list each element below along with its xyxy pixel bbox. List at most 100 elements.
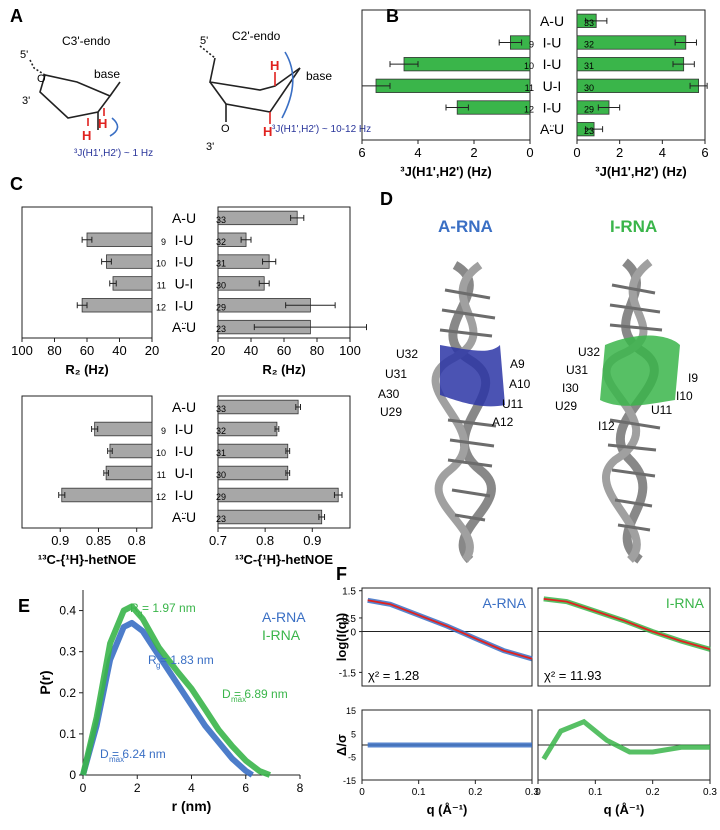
x-tick-label: 60 — [277, 343, 291, 358]
a-rna-label-a12: A12 — [492, 415, 514, 429]
panel-letter-f: F — [336, 564, 347, 584]
x-tick-label: 6 — [242, 781, 249, 795]
i-rna-label-i12: I12 — [598, 419, 615, 433]
x-axis-label: ³J(H1',H2') (Hz) — [400, 164, 491, 179]
y-tick-label: 15 — [346, 706, 356, 716]
base-pair-label: I-U — [543, 56, 562, 72]
x-tick-label: 0.85 — [86, 533, 111, 548]
a-rna-label-u32: U32 — [396, 347, 418, 361]
y-tick-label: -15 — [343, 776, 356, 786]
pucker-diagram-c3-endo — [29, 59, 121, 137]
x-tick-label: 40 — [244, 343, 258, 358]
residue-number: 32 — [216, 426, 226, 436]
residue-number: 33 — [216, 404, 226, 414]
residue-number: 10 — [156, 259, 166, 269]
x-tick-label: 20 — [211, 343, 225, 358]
base-pair-label: I-U — [175, 487, 194, 503]
pair-dots: .. — [181, 316, 187, 327]
dmax-a-rna: D = 6.24 nm — [100, 747, 166, 761]
bar-nl-3 — [61, 487, 153, 503]
dmax-i-rna-subscript: max — [231, 695, 246, 704]
panel-letter-d: D — [380, 189, 393, 209]
bar-nl-2 — [105, 465, 153, 481]
residue-number: 23 — [216, 514, 226, 524]
i-rna-label-i10: I10 — [676, 389, 693, 403]
x-tick-label: 2 — [470, 145, 477, 160]
x-tick-label: 0 — [359, 787, 365, 798]
c3-endo-label: C3'-endo — [62, 34, 111, 48]
panel-letter-b: B — [386, 6, 399, 26]
x-tick-label: 80 — [310, 343, 324, 358]
three-prime-label-2: 3' — [206, 141, 214, 153]
saxs-plot-frame — [537, 587, 711, 687]
x-tick-label: 60 — [80, 343, 94, 358]
i-rna-title: I-RNA — [610, 217, 657, 236]
x-tick-label: 2 — [616, 145, 623, 160]
bar-bl-2 — [375, 78, 531, 93]
chi-square-0: χ² = 1.28 — [368, 668, 419, 683]
x-tick-label: 6 — [701, 145, 708, 160]
a-rna-label-a10: A10 — [509, 377, 531, 391]
x-tick-label: 0.7 — [209, 533, 227, 548]
x-tick-label: 0.3 — [703, 787, 717, 798]
residue-number: 31 — [216, 448, 226, 458]
base-pair-label: I-U — [175, 232, 194, 248]
residue-number: 31 — [216, 259, 226, 269]
panel-c-charts: 100 80 60 40 20 R₂ (Hz) 20 40 60 80 100 R₂ (Hz) A-U 3… — [11, 206, 367, 567]
h-label-c3-1: H — [82, 128, 91, 143]
panel-f-charts: A-RNA χ² = 1.28 1.5 0.5 0 -1.5 log(I(q)) I-RNA χ… — [334, 587, 717, 817]
saxs-fit-0 — [367, 599, 533, 660]
a-rna-label-a30: A30 — [378, 387, 400, 401]
i-rna-label-u32: U32 — [578, 345, 600, 359]
x-axis-label-q: q (Å⁻¹) — [427, 802, 468, 817]
residue-number: 33 — [584, 18, 594, 28]
base-pair-label: I-U — [175, 421, 194, 437]
y-tick-label: 1.5 — [342, 587, 356, 598]
plot-frame — [361, 9, 531, 141]
bar-bl-1 — [403, 57, 531, 72]
panel-letter-a: A — [10, 6, 23, 26]
bar-rr-0 — [217, 210, 298, 226]
pair-dots: .. — [549, 118, 555, 129]
residue-number: 12 — [524, 105, 534, 115]
bar-nl-1 — [109, 443, 153, 459]
base-pair-label: A-U — [172, 210, 196, 226]
base-pair-label: I-U — [543, 100, 562, 116]
pucker-diagram-c2-endo — [199, 45, 301, 124]
x-tick-label: 8 — [297, 781, 304, 795]
residue-number: 29 — [216, 302, 226, 312]
y-axis-label-residual: Δ/σ — [334, 734, 349, 756]
base-pair-label: I-U — [543, 35, 562, 51]
y-tick-label: 0.5 — [342, 614, 356, 625]
x-tick-label: 4 — [188, 781, 195, 795]
i-rna-label-u11: U11 — [651, 403, 672, 417]
i-rna-label-i30: I30 — [562, 381, 579, 395]
plot-frame — [21, 206, 153, 339]
five-prime-label-2: 5' — [200, 35, 208, 47]
residue-number: 11 — [157, 470, 166, 480]
pair-dots: .. — [181, 506, 187, 517]
dmax-a-rna-subscript: max — [109, 755, 124, 764]
bar-rl-0 — [86, 232, 153, 247]
saxs-title-1: I-RNA — [666, 595, 705, 611]
bar-nr-5 — [217, 509, 323, 525]
base-label-c2: base — [306, 69, 332, 83]
residue-number: 29 — [584, 105, 594, 115]
residue-number: 29 — [216, 492, 226, 502]
x-tick-label: 20 — [145, 343, 159, 358]
base-pair-label: U-I — [175, 275, 194, 291]
x-tick-label: 4 — [414, 145, 421, 160]
x-tick-label: 4 — [659, 145, 666, 160]
base-pair-label: I-U — [175, 254, 194, 270]
residue-number: 10 — [524, 61, 534, 71]
x-tick-label: 0.9 — [51, 533, 69, 548]
h-label-c3-2: H — [98, 116, 107, 131]
base-pair-label: U-I — [543, 78, 562, 94]
bar-rl-1 — [106, 254, 153, 269]
saxs-plot-frame — [361, 587, 533, 687]
i-rna-label-u29: U29 — [555, 399, 577, 413]
x-tick-label: 0.8 — [256, 533, 274, 548]
pr-curve-1 — [80, 603, 271, 778]
bar-rl-3 — [81, 298, 153, 313]
